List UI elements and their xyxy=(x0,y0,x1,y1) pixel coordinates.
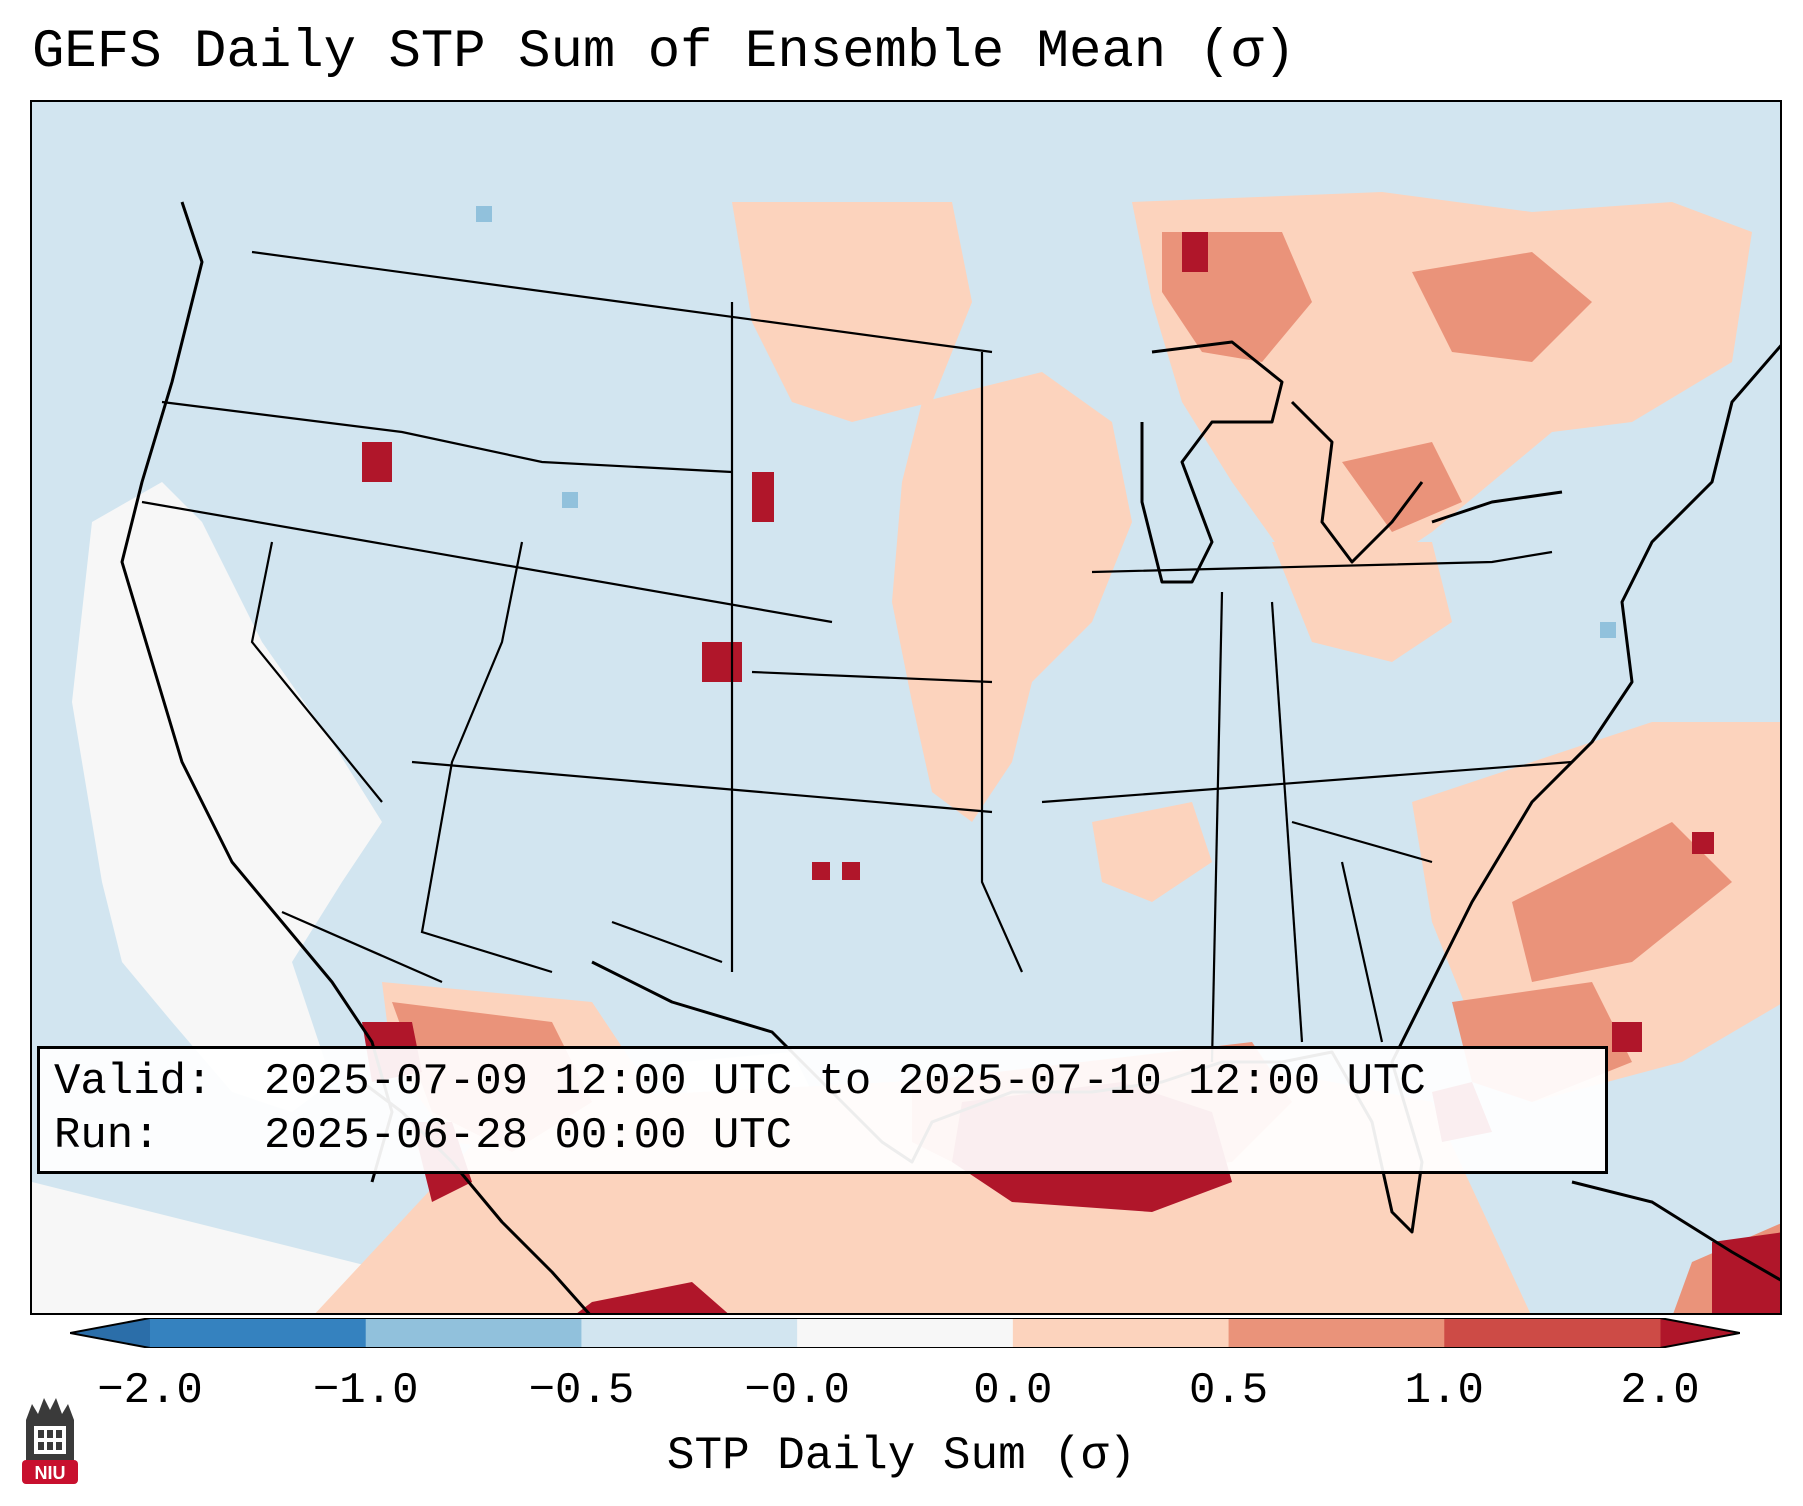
colorbar-segment xyxy=(150,1318,367,1348)
coastlines xyxy=(120,201,1780,1313)
colorbar-segment xyxy=(1444,1318,1661,1348)
colorbar-tick-label: 2.0 xyxy=(1620,1366,1700,1416)
state-borders xyxy=(141,250,1573,1063)
colorbar-segment xyxy=(1012,1318,1230,1348)
niu-logo-icon: NIU xyxy=(22,1398,78,1484)
colorbar-segment xyxy=(581,1318,798,1348)
colorbar-tick-label: 0.5 xyxy=(1188,1366,1269,1416)
colorbar-segment xyxy=(365,1318,582,1348)
colorbar-segment xyxy=(797,1318,1014,1348)
colorbar-segment xyxy=(1228,1318,1445,1348)
colorbar-tick-label: 0.0 xyxy=(973,1366,1053,1416)
valid-label: Valid: xyxy=(54,1057,213,1107)
colorbar xyxy=(70,1318,1740,1348)
colorbar-tick-label: −2.0 xyxy=(97,1366,203,1416)
valid-run-infobox: Valid: 2025-07-09 12:00 UTC to 2025-07-10… xyxy=(37,1046,1608,1174)
colorbar-under-triangle xyxy=(70,1318,150,1348)
run-value: 2025-06-28 00:00 UTC xyxy=(264,1111,793,1161)
negative-cells xyxy=(476,206,1616,638)
run-label: Run: xyxy=(54,1111,160,1161)
colorbar-tick-label: −0.0 xyxy=(744,1366,850,1416)
colorbar-tick-label: −1.0 xyxy=(312,1366,419,1416)
valid-value: 2025-07-09 12:00 UTC to 2025-07-10 12:00… xyxy=(264,1057,1426,1107)
colorbar-label: STP Daily Sum (σ) xyxy=(666,1430,1137,1482)
colorbar-over-triangle xyxy=(1660,1318,1740,1348)
svg-text:NIU: NIU xyxy=(35,1463,66,1483)
colorbar-tick-label: 1.0 xyxy=(1404,1366,1484,1416)
map-title: GEFS Daily STP Sum of Ensemble Mean (σ) xyxy=(32,22,1296,83)
colorbar-tick-label: −0.5 xyxy=(528,1366,635,1416)
